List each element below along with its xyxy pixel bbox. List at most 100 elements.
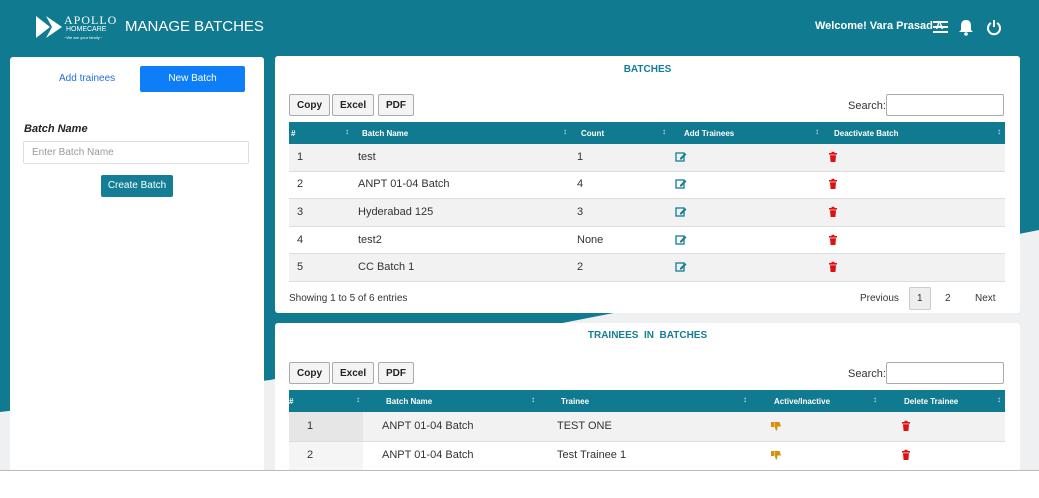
sorted-column-shade (289, 412, 363, 441)
table-cell: TEST ONE (557, 419, 612, 432)
sort-arrow: ↕ (997, 395, 1001, 404)
column-header[interactable]: Active/Inactive (774, 397, 831, 406)
sort-arrow: ↕ (873, 395, 877, 404)
deactivate-icon[interactable] (827, 234, 839, 246)
table-cell: 4 (297, 233, 304, 246)
logo-tagline: ~We are your family~ (64, 35, 102, 40)
tab-link[interactable]: Add trainees (59, 73, 116, 84)
sidebar-card: Add trainees New Batch Batch Name Enter … (10, 57, 264, 470)
add-trainee-icon[interactable] (675, 178, 687, 190)
column-header[interactable]: Deactivate Batch (834, 129, 899, 138)
column-header[interactable]: Batch Name (386, 397, 433, 406)
table-cell: 1 (307, 419, 314, 432)
table-cell: 4 (577, 178, 584, 191)
add-trainee-icon[interactable] (675, 234, 687, 246)
add-trainee-icon[interactable] (675, 151, 687, 163)
trainees-card: TRAINEES IN BATCHES Copy Excel PDF Search: # B… (275, 323, 1020, 470)
sort-arrow: ↕ (356, 395, 360, 404)
export-button[interactable]: PDF (378, 362, 414, 384)
table-row: 3 Hyderabad 125 3 (289, 199, 1005, 227)
sort-arrow: ↕ (743, 395, 747, 404)
logo-icon (36, 16, 62, 38)
pagination-item[interactable]: Previous (860, 293, 899, 304)
table-cell: ANPT 01-04 Batch (382, 449, 474, 462)
table-cell: Test Trainee 1 (557, 449, 627, 462)
pagination-item[interactable]: Next (975, 293, 996, 304)
table-row: 1 ANPT 01-04 Batch TEST ONE (289, 412, 1005, 442)
column-header[interactable]: Count (581, 129, 605, 138)
delete-trainee-icon[interactable] (900, 449, 912, 461)
table-cell: test (358, 150, 376, 163)
column-header[interactable]: Trainee (561, 397, 590, 406)
search-label: Search: (848, 368, 886, 380)
table-cell: 3 (297, 205, 304, 218)
create-batch-button[interactable]: Create Batch (101, 175, 173, 197)
table-row: 2 ANPT 01-04 Batch Test Trainee 1 (289, 441, 1005, 470)
table-cell: Hyderabad 125 (358, 205, 434, 218)
table-cell: CC Batch 1 (358, 261, 415, 274)
table-row: 5 CC Batch 1 2 (289, 254, 1005, 282)
deactivate-icon[interactable] (827, 178, 839, 190)
export-button[interactable]: Excel (332, 94, 375, 116)
sort-arrow: ↕ (563, 127, 567, 136)
column-header[interactable]: Add Trainees (684, 129, 735, 138)
page-title: MANAGE BATCHES (125, 18, 264, 35)
table-cell: ANPT 01-04 Batch (382, 419, 474, 432)
status-toggle-icon[interactable] (770, 449, 782, 461)
deactivate-icon[interactable] (827, 261, 839, 273)
delete-trainee-icon[interactable] (900, 420, 912, 432)
logo-sub: HOMECARE (66, 26, 107, 33)
table-row: 1 test 1 (289, 144, 1005, 172)
table-cell: 2 (307, 449, 314, 462)
tab-button[interactable]: New Batch (140, 66, 245, 92)
table-cell: test2 (358, 233, 382, 246)
table-cell: 2 (297, 178, 304, 191)
export-button[interactable]: Copy (289, 362, 330, 384)
add-trainee-icon[interactable] (675, 261, 687, 273)
card-title: TRAINEES IN BATCHES (587, 330, 708, 341)
logo-name: APOLLO (64, 13, 118, 27)
bell-icon[interactable] (959, 20, 973, 36)
column-header[interactable]: Batch Name (362, 129, 409, 138)
export-button[interactable]: Copy (289, 94, 330, 116)
status-toggle-icon[interactable] (770, 420, 782, 432)
deactivate-icon[interactable] (827, 151, 839, 163)
table-cell: 2 (577, 261, 584, 274)
power-icon[interactable] (987, 20, 1001, 36)
export-button[interactable]: Excel (332, 362, 375, 384)
input-placeholder: Enter Batch Name (32, 147, 114, 158)
field-label: Batch Name (24, 123, 88, 135)
menu-icon[interactable] (933, 21, 948, 33)
column-header[interactable]: # (291, 129, 296, 138)
sort-arrow: ↕ (815, 127, 819, 136)
table-row: 4 test2 None (289, 226, 1005, 255)
add-trainee-icon[interactable] (675, 206, 687, 218)
search-label: Search: (848, 100, 886, 112)
search-input[interactable] (886, 362, 1004, 384)
welcome-text: Welcome! Vara Prasad A (815, 20, 944, 32)
deactivate-icon[interactable] (827, 206, 839, 218)
column-header[interactable]: # (289, 397, 294, 406)
sort-arrow: ↕ (345, 127, 349, 136)
sorted-column-shade (289, 441, 363, 470)
pagination-item[interactable]: 2 (945, 293, 951, 304)
batch-name-input[interactable]: Enter Batch Name (23, 141, 249, 164)
header-icons (933, 20, 1001, 36)
background: APOLLO HOMECARE ~We are your family~ MAN… (0, 0, 1039, 470)
table-cell: 1 (297, 150, 304, 163)
export-button[interactable]: PDF (378, 94, 414, 116)
table-row: 2 ANPT 01-04 Batch 4 (289, 171, 1005, 200)
table-cell: 3 (577, 205, 584, 218)
sort-arrow: ↕ (531, 395, 535, 404)
search-input[interactable] (886, 94, 1004, 116)
pagination-item[interactable]: 1 (909, 287, 931, 310)
table-info: Showing 1 to 5 of 6 entries (289, 293, 408, 304)
table-cell: None (577, 233, 604, 246)
table-cell: 5 (297, 261, 304, 274)
bottom-border (0, 470, 1039, 471)
batches-card: BATCHES Copy Excel PDF Search: # Batch Name Cou… (275, 56, 1020, 313)
column-header[interactable]: Delete Trainee (904, 397, 959, 406)
table-cell: 1 (577, 150, 584, 163)
